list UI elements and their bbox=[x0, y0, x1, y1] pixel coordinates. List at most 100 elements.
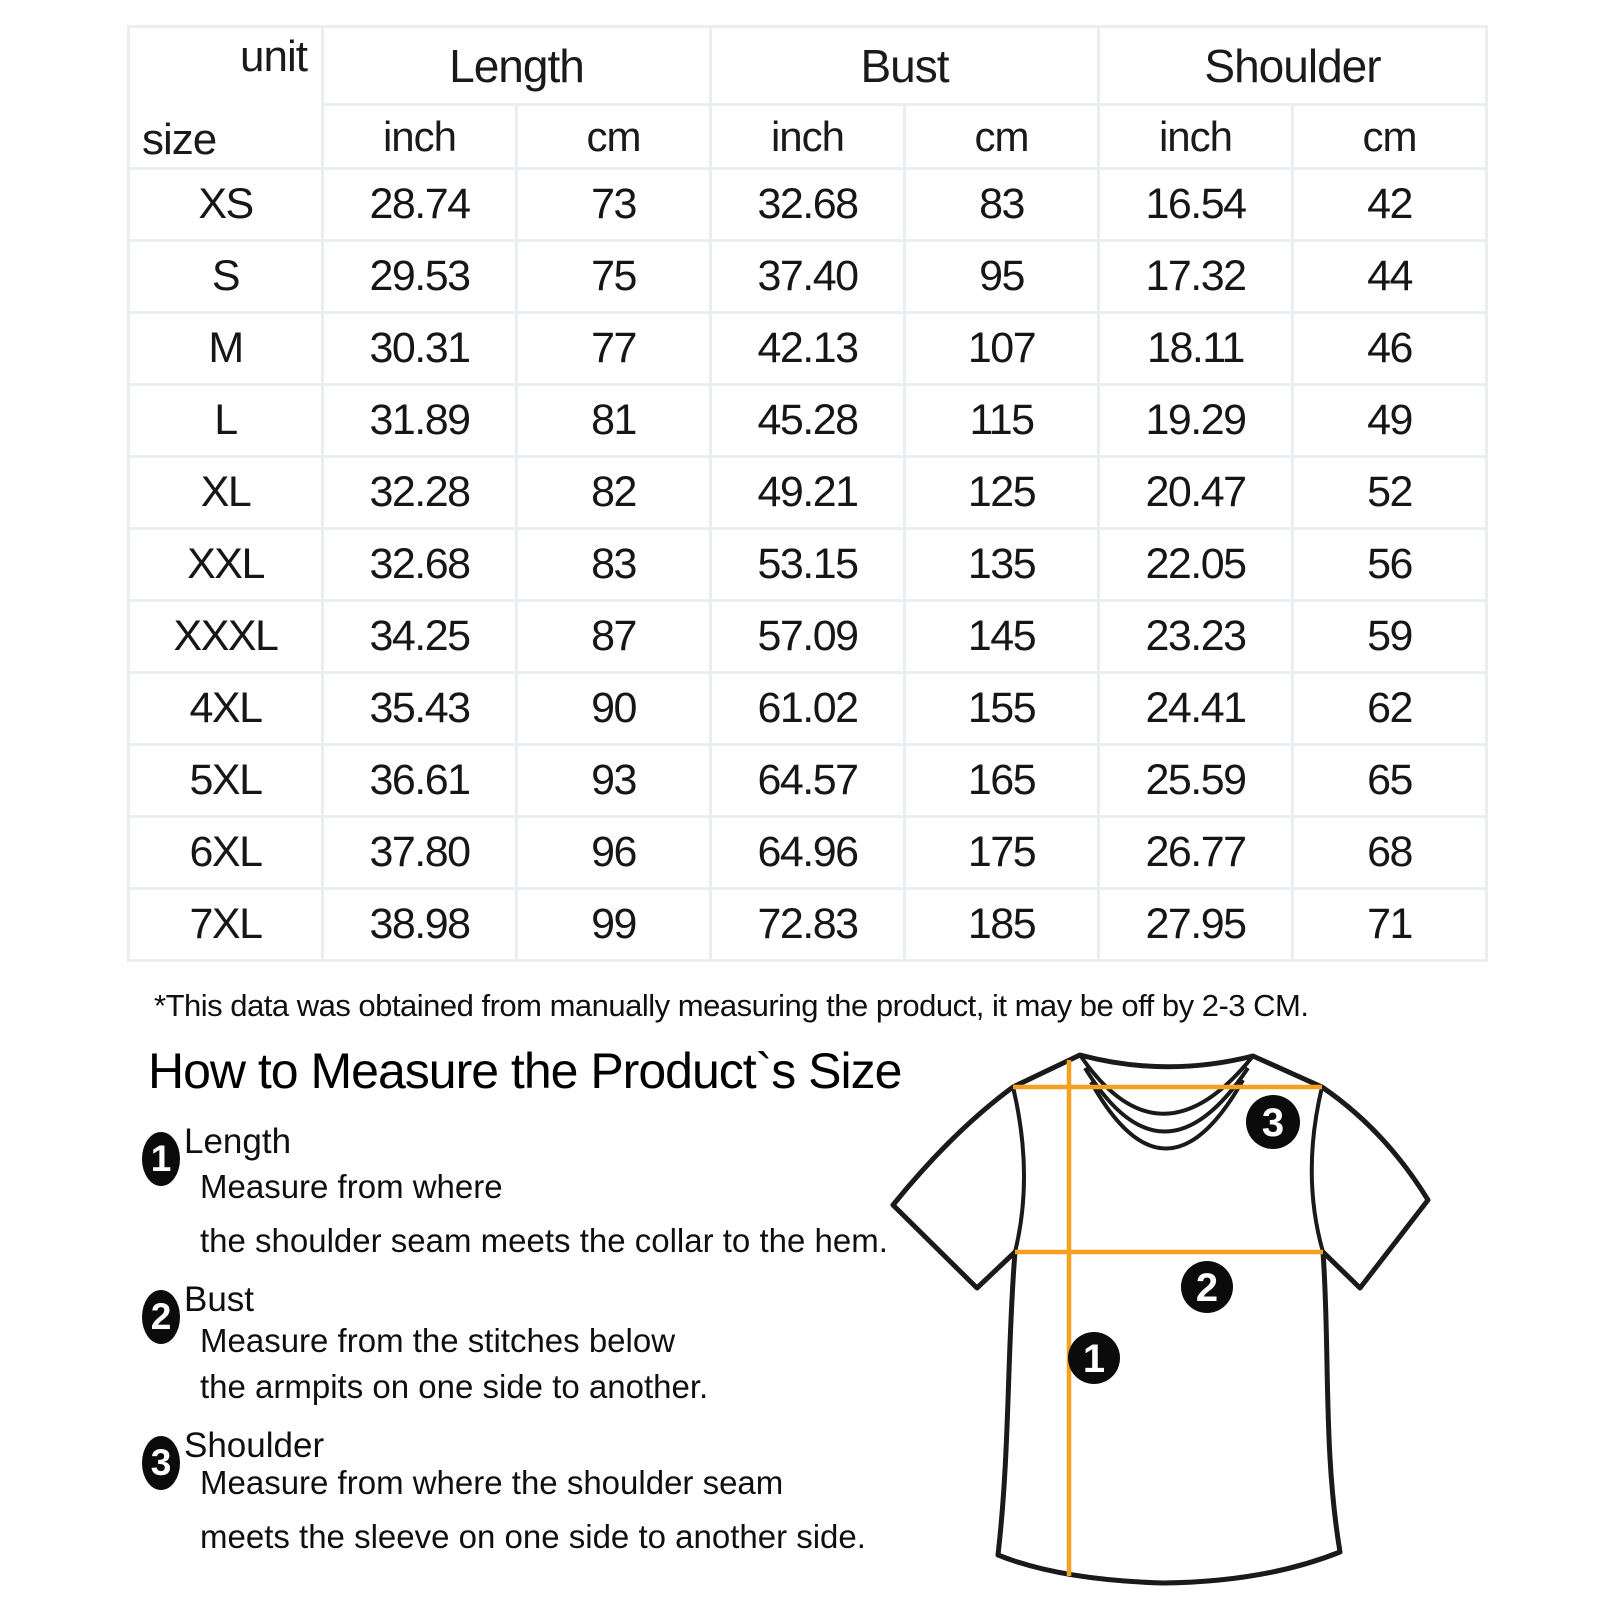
collar-rib-lines bbox=[1078, 1053, 1255, 1151]
value-cell: 53.15 bbox=[709, 527, 906, 602]
value-cell: 83 bbox=[903, 167, 1100, 242]
value-cell: 37.40 bbox=[709, 239, 906, 314]
value-cell: 57.09 bbox=[709, 599, 906, 674]
value-cell: 45.28 bbox=[709, 383, 906, 458]
marker-2-badge bbox=[1181, 1261, 1233, 1313]
size-label: 7XL bbox=[127, 887, 324, 962]
value-cell: 81 bbox=[515, 383, 712, 458]
table-row: S 29.53 75 37.40 95 17.32 44 bbox=[127, 239, 1488, 314]
value-cell: 32.68 bbox=[321, 527, 518, 602]
value-cell: 71 bbox=[1291, 887, 1488, 962]
value-cell: 35.43 bbox=[321, 671, 518, 746]
unit-header: cm bbox=[903, 103, 1100, 170]
value-cell: 38.98 bbox=[321, 887, 518, 962]
value-cell: 24.41 bbox=[1097, 671, 1294, 746]
value-cell: 34.25 bbox=[321, 599, 518, 674]
value-cell: 16.54 bbox=[1097, 167, 1294, 242]
step-1-description: Measure from where bbox=[200, 1168, 503, 1205]
value-cell: 65 bbox=[1291, 743, 1488, 818]
size-label: XXXL bbox=[127, 599, 324, 674]
how-to-measure-title: How to Measure the Product`s Size bbox=[148, 1043, 902, 1099]
value-cell: 36.61 bbox=[321, 743, 518, 818]
step-1-badge: 1 bbox=[142, 1132, 180, 1186]
table-row: 7XL 38.98 99 72.83 185 27.95 71 bbox=[127, 887, 1488, 962]
step-3-badge: 3 bbox=[142, 1436, 180, 1490]
table-row: XL 32.28 82 49.21 125 20.47 52 bbox=[127, 455, 1488, 530]
table-row: XXL 32.68 83 53.15 135 22.05 56 bbox=[127, 527, 1488, 602]
value-cell: 17.32 bbox=[1097, 239, 1294, 314]
size-label: S bbox=[127, 239, 324, 314]
value-cell: 93 bbox=[515, 743, 712, 818]
unit-header: inch bbox=[1097, 103, 1294, 170]
unit-header: cm bbox=[1291, 103, 1488, 170]
value-cell: 26.77 bbox=[1097, 815, 1294, 890]
table-row: 6XL 37.80 96 64.96 175 26.77 68 bbox=[127, 815, 1488, 890]
value-cell: 99 bbox=[515, 887, 712, 962]
value-cell: 32.28 bbox=[321, 455, 518, 530]
value-cell: 68 bbox=[1291, 815, 1488, 890]
value-cell: 25.59 bbox=[1097, 743, 1294, 818]
size-label: 5XL bbox=[127, 743, 324, 818]
size-label: XL bbox=[127, 455, 324, 530]
value-cell: 115 bbox=[903, 383, 1100, 458]
value-cell: 28.74 bbox=[321, 167, 518, 242]
size-label: 4XL bbox=[127, 671, 324, 746]
value-cell: 31.89 bbox=[321, 383, 518, 458]
value-cell: 44 bbox=[1291, 239, 1488, 314]
step-2-label: Bust bbox=[184, 1280, 255, 1319]
table-row: 5XL 36.61 93 64.57 165 25.59 65 bbox=[127, 743, 1488, 818]
table-row: XXXL 34.25 87 57.09 145 23.23 59 bbox=[127, 599, 1488, 674]
value-cell: 49 bbox=[1291, 383, 1488, 458]
value-cell: 19.29 bbox=[1097, 383, 1294, 458]
value-cell: 64.96 bbox=[709, 815, 906, 890]
marker-2-number: 2 bbox=[1196, 1266, 1218, 1310]
value-cell: 27.95 bbox=[1097, 887, 1294, 962]
value-cell: 23.23 bbox=[1097, 599, 1294, 674]
marker-1-badge bbox=[1068, 1332, 1120, 1384]
value-cell: 37.80 bbox=[321, 815, 518, 890]
marker-1-number: 1 bbox=[1083, 1337, 1105, 1381]
value-cell: 18.11 bbox=[1097, 311, 1294, 386]
value-cell: 155 bbox=[903, 671, 1100, 746]
tshirt-measurement-diagram: 3 2 1 bbox=[890, 1052, 1431, 1586]
unit-header: inch bbox=[321, 103, 518, 170]
step-2-description: Measure from the stitches below bbox=[200, 1322, 676, 1359]
marker-3-badge bbox=[1246, 1095, 1300, 1149]
step-2-description: the armpits on one side to another. bbox=[200, 1368, 709, 1405]
value-cell: 62 bbox=[1291, 671, 1488, 746]
value-cell: 56 bbox=[1291, 527, 1488, 602]
value-cell: 175 bbox=[903, 815, 1100, 890]
value-cell: 165 bbox=[903, 743, 1100, 818]
column-group-length: Length bbox=[321, 25, 712, 106]
unit-header-row: inch cm inch cm inch cm bbox=[129, 103, 1488, 170]
marker-3-number: 3 bbox=[1262, 1101, 1284, 1145]
table-row: L 31.89 81 45.28 115 19.29 49 bbox=[127, 383, 1488, 458]
value-cell: 22.05 bbox=[1097, 527, 1294, 602]
step-3-description: meets the sleeve on one side to another … bbox=[200, 1518, 866, 1555]
step-2-badge: 2 bbox=[142, 1290, 180, 1344]
tshirt-outline bbox=[890, 1052, 1431, 1586]
value-cell: 46 bbox=[1291, 311, 1488, 386]
value-cell: 185 bbox=[903, 887, 1100, 962]
value-cell: 82 bbox=[515, 455, 712, 530]
value-cell: 42 bbox=[1291, 167, 1488, 242]
corner-unit-label: unit bbox=[240, 32, 308, 81]
value-cell: 107 bbox=[903, 311, 1100, 386]
value-cell: 90 bbox=[515, 671, 712, 746]
armhole-seams bbox=[1011, 1086, 1325, 1253]
unit-header: inch bbox=[709, 103, 906, 170]
column-group-bust: Bust bbox=[709, 25, 1100, 106]
group-header-row: unit size Length Bust Shoulder bbox=[127, 25, 1488, 170]
value-cell: 61.02 bbox=[709, 671, 906, 746]
step-1-description: the shoulder seam meets the collar to th… bbox=[200, 1222, 888, 1259]
value-cell: 59 bbox=[1291, 599, 1488, 674]
size-label: L bbox=[127, 383, 324, 458]
size-label: M bbox=[127, 311, 324, 386]
table-row: 4XL 35.43 90 61.02 155 24.41 62 bbox=[127, 671, 1488, 746]
value-cell: 32.68 bbox=[709, 167, 906, 242]
value-cell: 96 bbox=[515, 815, 712, 890]
value-cell: 72.83 bbox=[709, 887, 906, 962]
value-cell: 83 bbox=[515, 527, 712, 602]
value-cell: 125 bbox=[903, 455, 1100, 530]
